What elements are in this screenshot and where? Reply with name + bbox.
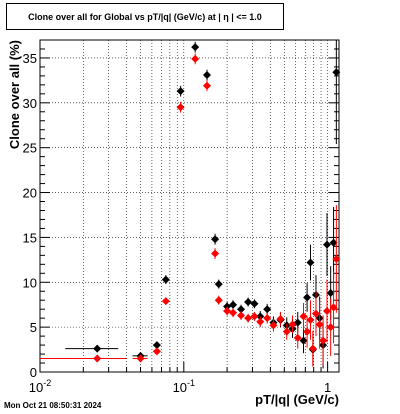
data-point xyxy=(176,103,185,112)
data-point xyxy=(152,347,161,356)
data-point xyxy=(303,293,312,302)
data-point xyxy=(250,299,259,308)
data-point xyxy=(326,323,335,332)
data-point xyxy=(176,87,185,96)
data-point xyxy=(244,298,253,307)
data-point xyxy=(256,317,265,326)
series-1 xyxy=(65,40,341,369)
data-point xyxy=(306,258,315,267)
data-point xyxy=(229,300,238,309)
data-point xyxy=(308,344,317,353)
data-point xyxy=(93,354,102,363)
data-point xyxy=(161,297,170,306)
data-point xyxy=(322,306,331,315)
data-point xyxy=(299,336,308,345)
data-point xyxy=(191,54,200,63)
data-point xyxy=(329,303,338,312)
series-layer xyxy=(40,40,341,369)
data-point xyxy=(203,81,212,90)
data-point xyxy=(250,312,259,321)
data-point xyxy=(244,314,253,323)
data-point xyxy=(319,336,328,345)
data-point xyxy=(306,315,315,324)
x-axis-title: pT/|q| (GeV/c) xyxy=(255,392,339,407)
data-point xyxy=(229,308,238,317)
data-point xyxy=(214,296,223,305)
data-point xyxy=(315,320,324,329)
data-point xyxy=(299,312,308,321)
data-point xyxy=(276,315,285,324)
data-point xyxy=(263,314,272,323)
y-tick-label: 20 xyxy=(23,186,37,201)
data-point xyxy=(332,68,341,77)
data-point xyxy=(237,305,246,314)
data-point xyxy=(332,254,341,263)
x-tick-label: 1 xyxy=(324,380,331,395)
data-point xyxy=(136,354,145,363)
timestamp: Mon Oct 21 08:50:31 2024 xyxy=(4,401,102,410)
data-point xyxy=(282,327,291,336)
data-point xyxy=(93,344,102,353)
y-tick-label: 10 xyxy=(23,275,37,290)
data-point xyxy=(161,275,170,284)
data-point xyxy=(326,289,335,298)
y-tick-label: 15 xyxy=(23,230,37,245)
y-tick-label: 0 xyxy=(30,365,37,380)
series-2 xyxy=(40,53,341,367)
data-point xyxy=(311,309,320,318)
data-point xyxy=(322,240,331,249)
data-point xyxy=(211,249,220,258)
chart-title: Clone over all for Global vs pT/|q| (GeV… xyxy=(6,3,284,30)
data-point xyxy=(211,235,220,244)
y-axis-title: Clone over all (%) xyxy=(7,40,22,149)
data-point xyxy=(152,341,161,350)
data-point xyxy=(288,320,297,329)
data-point xyxy=(214,280,223,289)
y-tick-label: 30 xyxy=(23,96,37,111)
x-tick-label: 10-1 xyxy=(173,378,195,395)
data-point xyxy=(329,238,338,247)
y-tick-label: 5 xyxy=(30,320,37,335)
data-point xyxy=(293,333,302,342)
data-point xyxy=(263,305,272,314)
x-tick-label: 10-2 xyxy=(29,378,51,395)
data-point xyxy=(191,43,200,52)
y-tick-label: 35 xyxy=(23,51,37,66)
y-tick-label: 25 xyxy=(23,141,37,156)
data-point xyxy=(269,321,278,330)
data-point xyxy=(237,311,246,320)
data-point xyxy=(203,70,212,79)
data-point xyxy=(223,306,232,315)
plot-frame xyxy=(39,39,340,373)
data-point xyxy=(303,327,312,336)
